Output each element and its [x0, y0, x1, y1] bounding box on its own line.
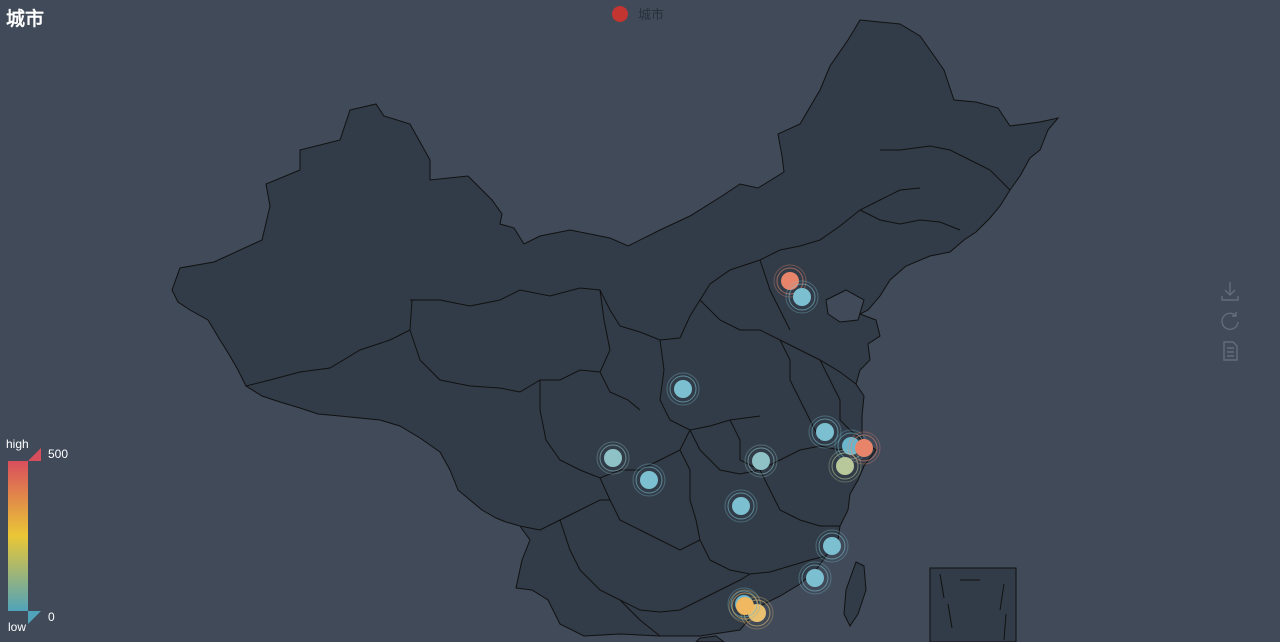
ripple-ring	[773, 264, 807, 298]
ripple-ring	[730, 590, 758, 618]
city-point[interactable]	[666, 372, 700, 406]
ripple-ring	[847, 431, 881, 465]
ripple-ring	[635, 466, 663, 494]
ripple-ring	[801, 564, 829, 592]
ripple-ring	[724, 489, 758, 523]
toolbox	[1218, 280, 1242, 362]
ripple-ring	[632, 463, 666, 497]
ripple-ring	[744, 444, 778, 478]
ripple-ring	[831, 452, 859, 480]
document-icon[interactable]	[1218, 340, 1242, 362]
city-marker	[674, 380, 692, 398]
city-point[interactable]	[828, 449, 862, 483]
visual-map-min-label: 0	[48, 610, 55, 624]
city-marker	[732, 497, 750, 515]
ripple-ring	[798, 561, 832, 595]
south-china-sea-inset	[929, 567, 1017, 642]
city-point[interactable]	[808, 415, 842, 449]
china-landmass[interactable]	[171, 19, 1060, 637]
ripple-ring	[850, 434, 878, 462]
city-point[interactable]	[815, 529, 849, 563]
ripple-ring	[727, 492, 755, 520]
ripple-ring	[788, 283, 816, 311]
ripple-ring	[815, 529, 849, 563]
ripple-ring	[828, 449, 862, 483]
bohai-sea	[825, 289, 865, 323]
legend-label: 城市	[638, 7, 665, 22]
ripple-ring	[811, 418, 839, 446]
ripple-ring	[596, 441, 630, 475]
city-point[interactable]	[847, 431, 881, 465]
city-marker	[816, 423, 834, 441]
city-marker	[806, 569, 824, 587]
city-marker	[752, 452, 770, 470]
province-borders	[245, 145, 1011, 637]
ripple-ring	[776, 267, 804, 295]
ripple-ring	[669, 375, 697, 403]
visual-map-max-label: 500	[48, 447, 69, 461]
city-marker	[640, 471, 658, 489]
city-point[interactable]	[724, 489, 758, 523]
city-marker	[781, 272, 799, 290]
city-point[interactable]	[596, 441, 630, 475]
refresh-icon[interactable]	[1218, 310, 1242, 332]
ripple-ring	[808, 415, 842, 449]
ripple-ring	[785, 280, 819, 314]
city-marker	[793, 288, 811, 306]
inset-markings	[939, 573, 1007, 641]
city-marker	[836, 457, 854, 475]
city-marker	[604, 449, 622, 467]
range-handle-top[interactable]	[28, 448, 41, 461]
visual-map: high 500 0 low	[0, 430, 90, 642]
color-gradient-bar[interactable]	[8, 461, 28, 611]
city-marker	[736, 597, 754, 615]
taiwan-island[interactable]	[843, 561, 867, 627]
legend-marker	[612, 5, 628, 22]
download-icon[interactable]	[1218, 280, 1242, 302]
ripple-ring	[728, 589, 762, 623]
ripple-ring	[666, 372, 700, 406]
city-point[interactable]	[632, 463, 666, 497]
legend-item-city[interactable]: 城市	[612, 4, 664, 23]
ripple-ring	[818, 532, 846, 560]
ripple-ring	[599, 444, 627, 472]
hainan-island[interactable]	[695, 635, 725, 642]
range-handle-bottom[interactable]	[28, 611, 41, 624]
scatter-points	[596, 264, 881, 630]
city-point[interactable]	[785, 280, 819, 314]
city-marker	[823, 537, 841, 555]
city-point[interactable]	[728, 589, 762, 623]
ripple-ring	[731, 592, 759, 620]
visual-map-high-text: high	[6, 437, 29, 451]
city-point[interactable]	[744, 444, 778, 478]
city-marker	[855, 439, 873, 457]
ripple-ring	[747, 447, 775, 475]
city-point[interactable]	[773, 264, 807, 298]
chart-title: 城市	[6, 9, 45, 30]
visual-map-low-text: low	[8, 620, 27, 634]
city-point[interactable]	[798, 561, 832, 595]
province-layer	[171, 19, 1060, 642]
ripple-ring	[727, 587, 761, 621]
